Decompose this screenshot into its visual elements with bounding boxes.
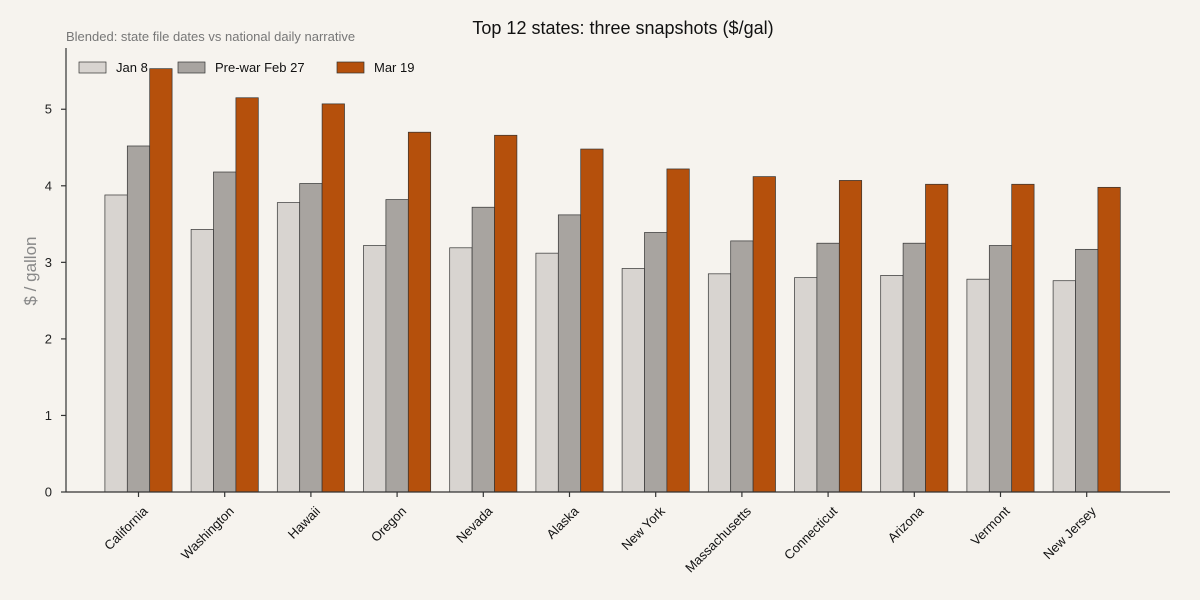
bar-oregon-series-2 <box>385 199 409 493</box>
y-axis-label: $ / gallon <box>21 237 40 306</box>
x-tick-label: Washington <box>178 504 237 563</box>
bar-new-york-series-1 <box>621 268 645 493</box>
x-tick-label: Oregon <box>368 504 409 545</box>
legend-swatch-1 <box>78 61 107 74</box>
chart-subtitle: Blended: state file dates vs national da… <box>66 29 355 44</box>
y-axis: 0 1 2 3 4 5 <box>45 48 67 500</box>
y-tick-label: 3 <box>45 255 52 270</box>
legend-label-1: Jan 8 <box>116 60 148 75</box>
x-tick-label: Massachusetts <box>682 503 754 575</box>
y-tick-label: 2 <box>45 331 52 346</box>
bar-connecticut-series-2 <box>816 242 840 493</box>
legend-label-3: Mar 19 <box>374 60 414 75</box>
bar-new-jersey-series-2 <box>1075 248 1099 493</box>
bar-oregon-series-1 <box>363 245 387 493</box>
bar-arizona-series-3 <box>925 183 949 493</box>
bar-california-series-2 <box>126 145 151 493</box>
bar-new-york-series-3 <box>666 168 690 493</box>
chart-title: Top 12 states: three snapshots ($/gal) <box>472 18 773 38</box>
bar-connecticut-series-3 <box>838 180 863 493</box>
legend: Jan 8 Pre-war Feb 27 Mar 19 <box>78 60 414 75</box>
bar-nevada-series-1 <box>449 247 473 493</box>
bar-new-jersey-series-1 <box>1052 280 1076 493</box>
bar-oregon-series-3 <box>407 131 432 493</box>
bar-vermont-series-2 <box>988 245 1013 493</box>
bar-massachusetts-series-3 <box>752 176 776 493</box>
bar-massachusetts-series-2 <box>730 240 754 493</box>
bar-arizona-series-2 <box>902 242 926 493</box>
x-tick-label: Connecticut <box>781 503 840 562</box>
y-tick-label: 5 <box>45 102 52 117</box>
bar-vermont-series-3 <box>1011 183 1035 493</box>
bar-nevada-series-2 <box>471 206 495 493</box>
y-tick-label: 4 <box>45 178 52 193</box>
x-tick-label: Vermont <box>968 503 1013 548</box>
y-tick-label: 1 <box>45 408 52 423</box>
bar-washington-series-1 <box>190 229 214 493</box>
bar-hawaii-series-2 <box>299 183 323 493</box>
bar-alaska-series-2 <box>557 214 582 493</box>
x-tick-label: Arizona <box>885 503 927 545</box>
bar-alaska-series-1 <box>535 252 559 493</box>
bar-california-series-3 <box>149 68 173 493</box>
x-axis: California Washington Hawaii Oregon Nevada Al… <box>66 491 1170 575</box>
bar-arizona-series-1 <box>880 275 904 493</box>
bar-washington-series-3 <box>235 97 259 493</box>
x-tick-label: Nevada <box>453 503 496 546</box>
bar-vermont-series-1 <box>966 278 990 493</box>
bar-california-series-1 <box>104 194 128 493</box>
x-tick-label: New York <box>618 503 668 553</box>
legend-swatch-3 <box>336 61 365 74</box>
bar-hawaii-series-3 <box>321 103 345 493</box>
x-tick-label: Alaska <box>543 503 582 542</box>
y-tick-label: 0 <box>45 485 52 500</box>
bars <box>104 68 1121 493</box>
x-tick-label: New Jersey <box>1040 503 1099 562</box>
bar-washington-series-2 <box>213 171 237 493</box>
bar-massachusetts-series-1 <box>707 273 732 493</box>
x-tick-label: Hawaii <box>285 503 323 541</box>
bar-hawaii-series-1 <box>276 202 301 493</box>
bar-new-york-series-2 <box>644 232 668 493</box>
x-tick-label: California <box>101 503 151 553</box>
bar-nevada-series-3 <box>494 134 518 493</box>
bar-alaska-series-3 <box>580 148 604 493</box>
legend-swatch-2 <box>177 61 206 74</box>
bar-connecticut-series-1 <box>794 277 818 493</box>
legend-label-2: Pre-war Feb 27 <box>215 60 305 75</box>
bar-new-jersey-series-3 <box>1097 186 1121 493</box>
